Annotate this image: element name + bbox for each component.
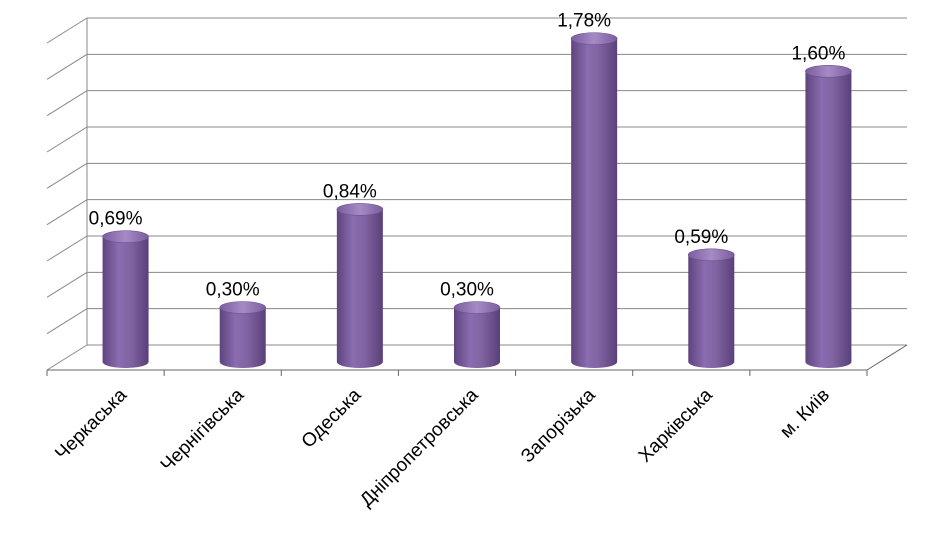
bar-top xyxy=(102,230,149,243)
gridline-side xyxy=(46,90,88,117)
data-label: 1,78% xyxy=(557,11,611,32)
gridline-side xyxy=(46,17,88,44)
bar-top xyxy=(336,203,384,216)
category-label: Чернігівська xyxy=(157,384,249,476)
gridline-side xyxy=(46,235,88,262)
bar-top xyxy=(570,32,618,45)
gridline-side xyxy=(46,308,88,335)
gridline-side xyxy=(46,162,88,189)
bar xyxy=(570,32,618,369)
bar-top xyxy=(219,301,267,314)
category-labels: Черкаська Чернігівська ОдеськаДніпропетров… xyxy=(51,384,834,511)
gridline-side xyxy=(46,344,88,371)
bar xyxy=(219,301,267,368)
data-label: 0,30% xyxy=(206,280,260,301)
category-label: Запорізька xyxy=(517,384,600,467)
bar-body xyxy=(805,71,852,368)
x-axis xyxy=(46,344,908,376)
floor-right-edge xyxy=(866,344,908,371)
bar-body xyxy=(219,307,266,368)
bar xyxy=(336,203,384,368)
bar-body xyxy=(454,307,500,368)
bars xyxy=(102,32,852,369)
data-label: 0,59% xyxy=(674,227,728,248)
category-label: Дніпропетровська xyxy=(356,384,483,511)
gridline-side xyxy=(46,126,88,153)
bar-body xyxy=(688,254,735,368)
category-label: м. Київ xyxy=(776,385,834,443)
bar xyxy=(805,65,852,368)
bar-top xyxy=(805,65,852,78)
bar-body xyxy=(102,236,149,368)
data-label: 0,30% xyxy=(440,280,494,301)
gridline-side xyxy=(46,53,88,80)
data-label: 0,84% xyxy=(323,181,377,202)
category-label: Харківська xyxy=(635,384,717,466)
bar xyxy=(102,230,149,368)
bar xyxy=(687,248,735,368)
category-label: Черкаська xyxy=(51,384,131,464)
bar-body xyxy=(571,38,618,369)
bar xyxy=(453,301,501,368)
gridline-side xyxy=(46,199,88,226)
bar-top xyxy=(687,248,735,262)
bar-body xyxy=(336,209,383,368)
data-label: 1,60% xyxy=(791,43,845,64)
data-label: 0,69% xyxy=(89,209,143,230)
bar-top xyxy=(453,301,501,314)
data-labels: 0,69% 0,30% 0,84% 0,30% 1,78% 0,59% 1,60% xyxy=(89,11,846,301)
category-label: Одеська xyxy=(298,384,366,452)
gridline-side xyxy=(46,271,88,298)
